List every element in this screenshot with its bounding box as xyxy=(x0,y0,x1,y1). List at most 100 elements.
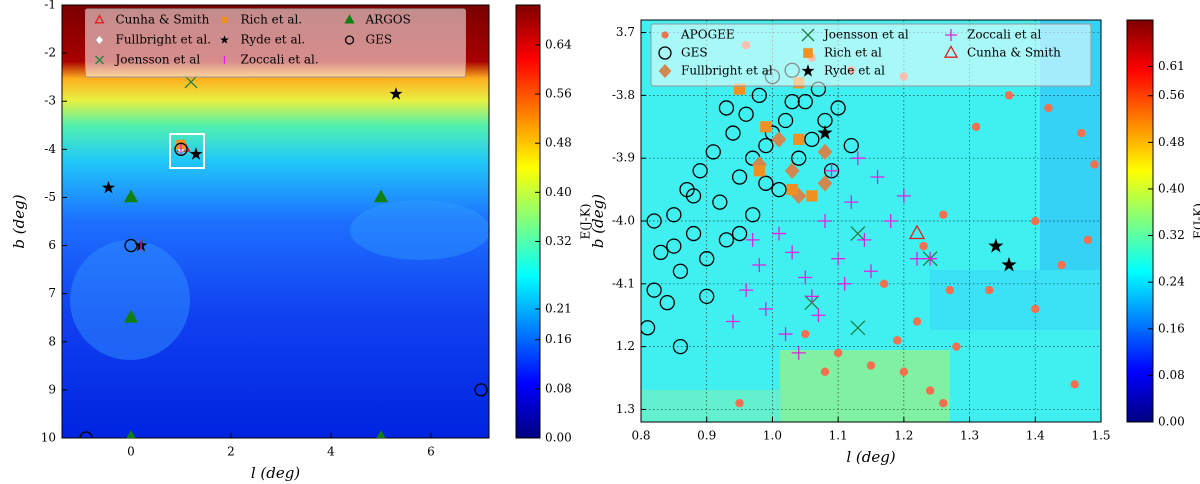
marker-dot xyxy=(833,348,843,358)
marker-dot xyxy=(912,317,922,326)
marker-circle-open xyxy=(699,251,715,267)
legend-label: GES xyxy=(681,46,708,60)
colorbar-tick-label: 0.48 xyxy=(545,136,572,150)
colorbar-tick-label: 0.00 xyxy=(1158,415,1185,429)
marker-circle-open xyxy=(804,131,820,147)
marker-circle-open xyxy=(685,188,702,204)
marker-dot xyxy=(1070,380,1079,389)
legend-label: ARGOS xyxy=(365,13,411,27)
marker-circle-open xyxy=(659,295,675,311)
marker-dot xyxy=(985,285,994,295)
marker-dot xyxy=(919,241,928,251)
legend-marker xyxy=(658,46,672,60)
marker-dot xyxy=(1004,91,1014,100)
marker-circle-open xyxy=(758,137,774,154)
marker-square xyxy=(806,190,818,202)
legend-label: Zoccali et al xyxy=(967,28,1042,42)
marker-dot xyxy=(1083,235,1093,245)
marker-circle-open xyxy=(758,175,774,191)
legend-label: Cunha & Smith xyxy=(967,46,1061,60)
marker-dot xyxy=(1044,103,1053,113)
marker-square xyxy=(793,133,805,145)
x-tick-label: 0.8 xyxy=(631,429,650,443)
colorbar-tick-label: 0.56 xyxy=(1158,88,1185,102)
marker-dot xyxy=(820,367,830,376)
y-tick-label: 1.3 xyxy=(616,402,635,416)
legend-label: Zoccali et al. xyxy=(241,53,319,67)
marker-plus xyxy=(811,308,826,323)
legend-marker xyxy=(221,16,228,24)
marker-dot xyxy=(893,336,902,345)
marker-dot xyxy=(801,329,810,339)
colorbar xyxy=(515,4,541,439)
marker-square xyxy=(760,121,772,133)
x-axis-label: l (deg) xyxy=(251,464,300,482)
marker-plus xyxy=(824,163,839,178)
marker-circle-open xyxy=(646,213,662,229)
marker-circle-open xyxy=(830,100,846,116)
marker-diamond xyxy=(817,175,833,192)
marker-plus xyxy=(772,226,786,241)
legend-label: GES xyxy=(366,33,393,47)
legend-marker xyxy=(220,35,229,44)
y-tick-label: 3.7 xyxy=(616,25,635,39)
marker-circle-open xyxy=(672,263,689,279)
marker-diamond xyxy=(817,143,833,161)
colorbar-tick-label: 0.61 xyxy=(1158,59,1185,73)
marker-plus xyxy=(785,245,800,260)
x-tick-label: 1.1 xyxy=(829,429,848,443)
legend-marker xyxy=(801,64,815,77)
marker-triangle xyxy=(126,430,136,438)
marker-dot xyxy=(1090,160,1099,169)
extinction-map xyxy=(641,20,1101,422)
y-tick-label: 8 xyxy=(48,334,56,348)
marker-dot xyxy=(952,342,961,351)
y-axis-label: b (deg) xyxy=(589,194,607,248)
marker-circle-open xyxy=(174,142,188,156)
marker-plus xyxy=(726,314,740,329)
y-tick-label: -4 xyxy=(44,142,56,156)
marker-x xyxy=(850,320,866,336)
marker-circle-open xyxy=(124,238,138,253)
marker-x xyxy=(184,75,198,89)
y-tick-label: -5 xyxy=(44,190,56,204)
legend-marker xyxy=(95,55,104,65)
y-tick-label: -3.9 xyxy=(612,151,635,165)
y-tick-label: -4.0 xyxy=(612,214,635,228)
legend-box xyxy=(85,8,466,78)
y-tick-label: -4.1 xyxy=(612,276,635,290)
marker-plus xyxy=(910,251,924,266)
legend-marker xyxy=(801,28,815,42)
marker-circle-open xyxy=(705,144,721,160)
legend-marker xyxy=(344,35,355,45)
marker-circle-open xyxy=(653,244,669,261)
marker-triangle xyxy=(123,309,139,323)
marker-dot xyxy=(925,386,935,395)
legend-label: Joensson et al xyxy=(822,28,909,42)
x-tick-label: 6 xyxy=(427,445,435,459)
marker-plus xyxy=(837,276,852,291)
marker-dot xyxy=(1057,260,1066,270)
marker-dot xyxy=(735,398,744,408)
marker-dot xyxy=(866,361,876,370)
marker-plus xyxy=(870,170,885,185)
legend-label: Fullbright et al xyxy=(681,64,773,78)
legend-label: Fullbright et al. xyxy=(116,33,212,47)
marker-dot xyxy=(939,210,948,219)
legend-label: Cunha & Smith xyxy=(116,13,210,27)
y-tick-label: -3.8 xyxy=(612,88,635,102)
marker-circle-open xyxy=(731,169,748,185)
marker-diamond xyxy=(784,162,800,179)
legend-marker xyxy=(661,31,669,39)
x-tick-label: 4 xyxy=(327,445,335,459)
marker-star xyxy=(389,87,403,100)
colorbar-tick-label: 0.08 xyxy=(1158,368,1185,382)
x-tick-label: 0.9 xyxy=(697,429,716,443)
plot-frame xyxy=(640,19,1102,423)
marker-circle-open xyxy=(791,150,807,166)
x-tick-label: 1.3 xyxy=(960,429,979,443)
marker-circle-open xyxy=(672,338,689,355)
marker-plus xyxy=(818,214,832,228)
colorbar-tick-label: 0.48 xyxy=(1158,135,1185,149)
